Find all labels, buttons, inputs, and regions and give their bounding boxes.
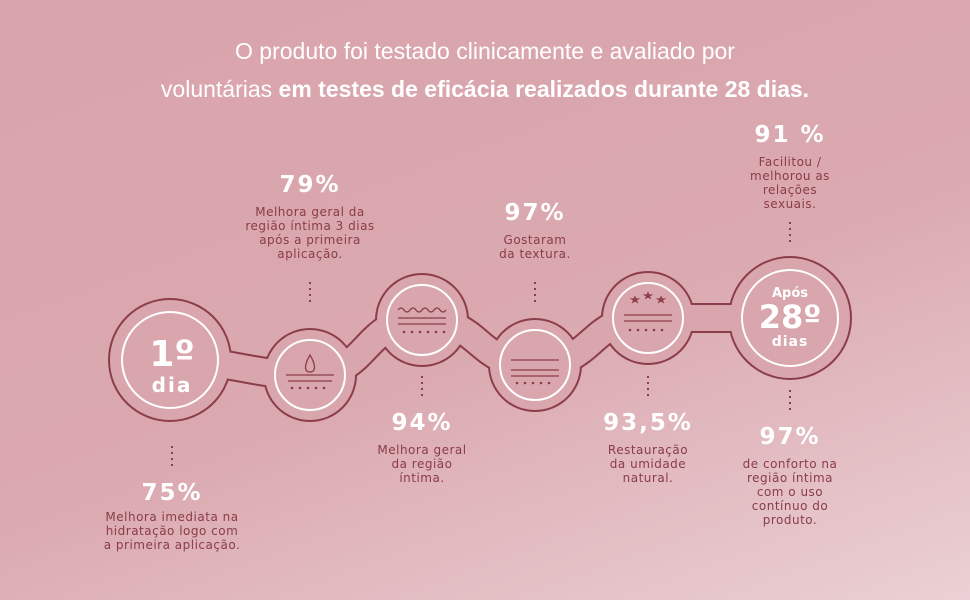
node-label: dias — [772, 334, 809, 350]
line: da umidade — [609, 457, 687, 471]
stat: 91 % — [754, 122, 826, 148]
node-label: dia — [152, 373, 193, 397]
line: contínuo do — [751, 499, 829, 513]
line: Melhora geral — [377, 443, 467, 457]
line: de conforto na — [742, 457, 838, 471]
line: aplicação. — [277, 247, 343, 261]
line: Melhora geral da — [255, 205, 365, 219]
line: a primeira aplicação. — [103, 538, 241, 552]
stat: 94% — [391, 410, 453, 436]
stat-text: Restauração da umidade natural. — [548, 443, 748, 485]
stat: 79% — [279, 172, 341, 198]
node-label: Após — [772, 286, 808, 301]
stat-text: Melhora geral da região íntima. — [322, 443, 522, 485]
line: região íntima 3 dias — [245, 219, 375, 233]
headline: voluntárias em testes de eficácia realiz… — [0, 76, 970, 103]
line: da textura. — [499, 247, 571, 261]
node-label: 1º — [149, 334, 194, 375]
node-label: 28º — [759, 298, 822, 336]
stat-text: Gostaram da textura. — [435, 233, 635, 261]
line: melhorou as — [750, 169, 830, 183]
line: hidratação logo com — [105, 524, 239, 538]
stat-text: Facilitou / melhorou as relações sexuais. — [690, 155, 890, 211]
line: produto. — [762, 513, 818, 527]
stat: 75% — [141, 480, 203, 506]
stat: 97% — [759, 424, 821, 450]
stat-text: Melhora geral da região íntima 3 dias após… — [210, 205, 410, 261]
line: sexuais. — [763, 197, 817, 211]
headline-bold: em testes de eficácia realizados durante… — [278, 76, 810, 102]
line: Gostaram — [503, 233, 567, 247]
line: Restauração — [607, 443, 689, 457]
line: Melhora imediata na — [105, 510, 239, 524]
line: região íntima — [746, 471, 834, 485]
line: relações — [762, 183, 818, 197]
line: da região — [391, 457, 453, 471]
headline-regular: voluntárias — [160, 76, 273, 102]
line: Facilitou / — [758, 155, 822, 169]
stat: 93,5% — [603, 410, 693, 436]
stat: 97% — [504, 200, 566, 226]
line: natural. — [622, 471, 674, 485]
line: íntima. — [399, 471, 445, 485]
line: após a primeira — [259, 233, 361, 247]
stat-text: de conforto na região íntima com o uso cont… — [690, 457, 890, 527]
stat-text: Melhora imediata na hidratação logo com a … — [72, 510, 272, 552]
line: com o uso — [756, 485, 824, 499]
headline: O produto foi testado clinicamente e ava… — [235, 38, 735, 64]
